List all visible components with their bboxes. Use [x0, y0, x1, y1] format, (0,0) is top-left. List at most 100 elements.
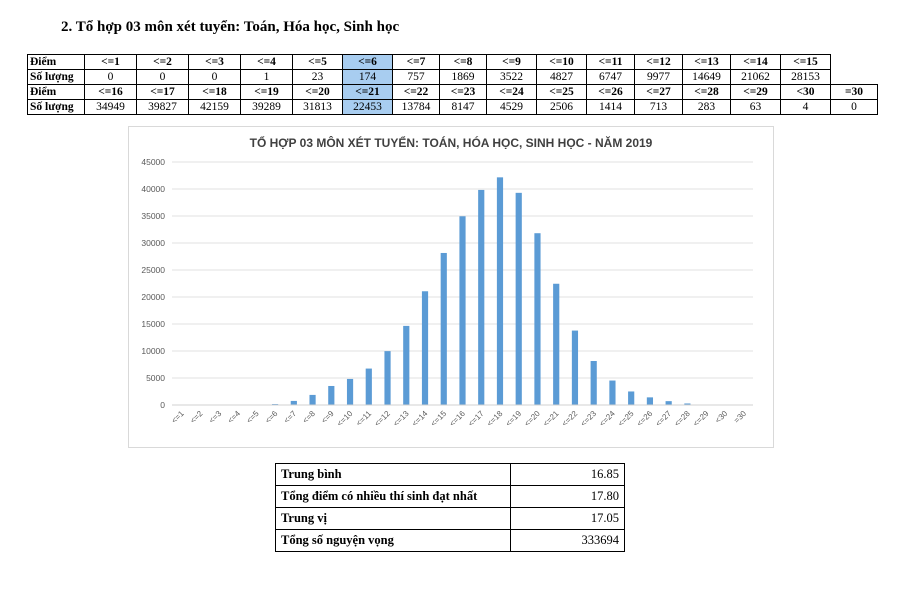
bar: [515, 192, 522, 405]
x-tick-label: <=26: [635, 409, 655, 429]
bar: [403, 325, 410, 405]
score-header-row: Điểm <=1 <=2 <=3 <=4 <=5 <=6 <=7 <=8 <=9 <=10 <=11 <…: [27, 54, 878, 70]
x-tick-label: <=10: [335, 409, 355, 429]
score-cell: =30: [830, 84, 878, 100]
score-cell: <=17: [136, 84, 189, 100]
bar: [421, 291, 429, 405]
score-cell: <=26: [586, 84, 635, 100]
score-cell: <=21: [342, 84, 393, 100]
count-cell: 0: [84, 69, 137, 85]
empty-cell: [831, 55, 878, 70]
x-tick-label: <=9: [320, 409, 337, 426]
bar: [365, 368, 372, 405]
x-tick-label: <=25: [616, 409, 636, 429]
x-tick-label: <=23: [579, 409, 599, 429]
y-tick-label: 35000: [141, 211, 165, 221]
score-cell: <=1: [84, 54, 137, 70]
y-tick-label: 5000: [146, 373, 165, 383]
bar: [309, 394, 316, 405]
x-tick-label: =30: [732, 409, 748, 425]
y-tick-label: 45000: [141, 157, 165, 167]
count-cell: 1869: [439, 69, 487, 85]
bar: [328, 385, 335, 405]
bar: [534, 233, 541, 405]
score-cell: <=5: [292, 54, 343, 70]
count-cell: 4529: [486, 99, 537, 115]
count-cell: 1414: [586, 99, 635, 115]
score-cell: <=8: [439, 54, 487, 70]
y-tick-label: 25000: [141, 265, 165, 275]
x-tick-label: <=11: [354, 409, 373, 428]
count-cell: 39289: [240, 99, 293, 115]
bar: [628, 391, 635, 405]
bar: [646, 397, 654, 405]
bar: [384, 351, 391, 405]
count-cell: 4: [780, 99, 831, 115]
count-cell: 1: [240, 69, 293, 85]
score-cell: <=22: [392, 84, 440, 100]
stats-value: 333694: [510, 529, 625, 552]
count-cell: 174: [342, 69, 393, 85]
count-cell: 757: [392, 69, 440, 85]
stats-row: Tổng điểm có nhiều thí sinh đạt nhất 17.8…: [275, 485, 625, 508]
count-cell: 6747: [586, 69, 635, 85]
x-tick-label: <=1: [170, 409, 187, 426]
stats-label: Tổng điểm có nhiều thí sinh đạt nhất: [275, 485, 511, 508]
count-cell: 21062: [730, 69, 781, 85]
row-label-score: Điểm: [27, 54, 85, 70]
y-tick-label: 20000: [141, 292, 165, 302]
score-cell: <=23: [439, 84, 487, 100]
y-tick-label: 40000: [141, 184, 165, 194]
score-cell: <=20: [292, 84, 343, 100]
x-tick-label: <=13: [391, 409, 411, 429]
score-cell: <=27: [634, 84, 683, 100]
chart-title: TỔ HỢP 03 MÔN XÉT TUYỂN: TOÁN, HÓA HỌC, …: [250, 135, 653, 150]
score-cell: <=9: [486, 54, 537, 70]
count-cell: 34949: [84, 99, 137, 115]
count-cell: 14649: [682, 69, 731, 85]
count-cell: 713: [634, 99, 683, 115]
bar: [440, 252, 447, 405]
bar: [478, 189, 485, 405]
bar: [553, 283, 560, 405]
count-cell: 9977: [634, 69, 683, 85]
score-cell: <30: [780, 84, 831, 100]
stats-label: Trung vị: [275, 507, 511, 530]
x-tick-label: <30: [713, 409, 729, 425]
bar: [496, 177, 504, 405]
x-tick-label: <=6: [263, 409, 280, 426]
count-cell: 22453: [342, 99, 393, 115]
score-cell: <=10: [536, 54, 587, 70]
stats-value: 17.05: [510, 507, 625, 530]
score-cell: <=3: [188, 54, 241, 70]
y-tick-label: 30000: [141, 238, 165, 248]
row-label-count: Số lượng: [27, 69, 85, 85]
count-cell: 23: [292, 69, 343, 85]
count-cell: 28153: [780, 69, 831, 85]
bar: [290, 400, 297, 405]
score-cell: <=12: [634, 54, 683, 70]
x-tick-label: <=20: [523, 409, 543, 429]
score-cell: <=13: [682, 54, 731, 70]
x-tick-label: <=5: [245, 409, 262, 426]
y-tick-label: 0: [160, 400, 165, 410]
x-tick-label: <=16: [448, 409, 468, 429]
chart-canvas: TỔ HỢP 03 MÔN XÉT TUYỂN: TOÁN, HÓA HỌC, …: [141, 135, 753, 429]
x-tick-label: <=2: [188, 409, 205, 426]
score-cell: <=29: [730, 84, 781, 100]
stats-row: Trung bình 16.85: [275, 463, 625, 486]
count-cell: 3522: [486, 69, 537, 85]
stats-value: 17.80: [510, 485, 625, 508]
score-cell: <=7: [392, 54, 440, 70]
x-tick-label: <=14: [410, 409, 430, 429]
stats-label: Trung bình: [275, 463, 511, 486]
count-cell: 31813: [292, 99, 343, 115]
count-cell: 0: [136, 69, 189, 85]
score-cell: <=24: [486, 84, 537, 100]
x-tick-label: <=8: [301, 409, 318, 426]
score-cell: <=6: [342, 54, 393, 70]
x-tick-label: <=3: [207, 409, 224, 426]
x-tick-label: <=12: [373, 409, 393, 429]
bar: [684, 403, 691, 405]
stats-row: Trung vị 17.05: [275, 507, 625, 530]
